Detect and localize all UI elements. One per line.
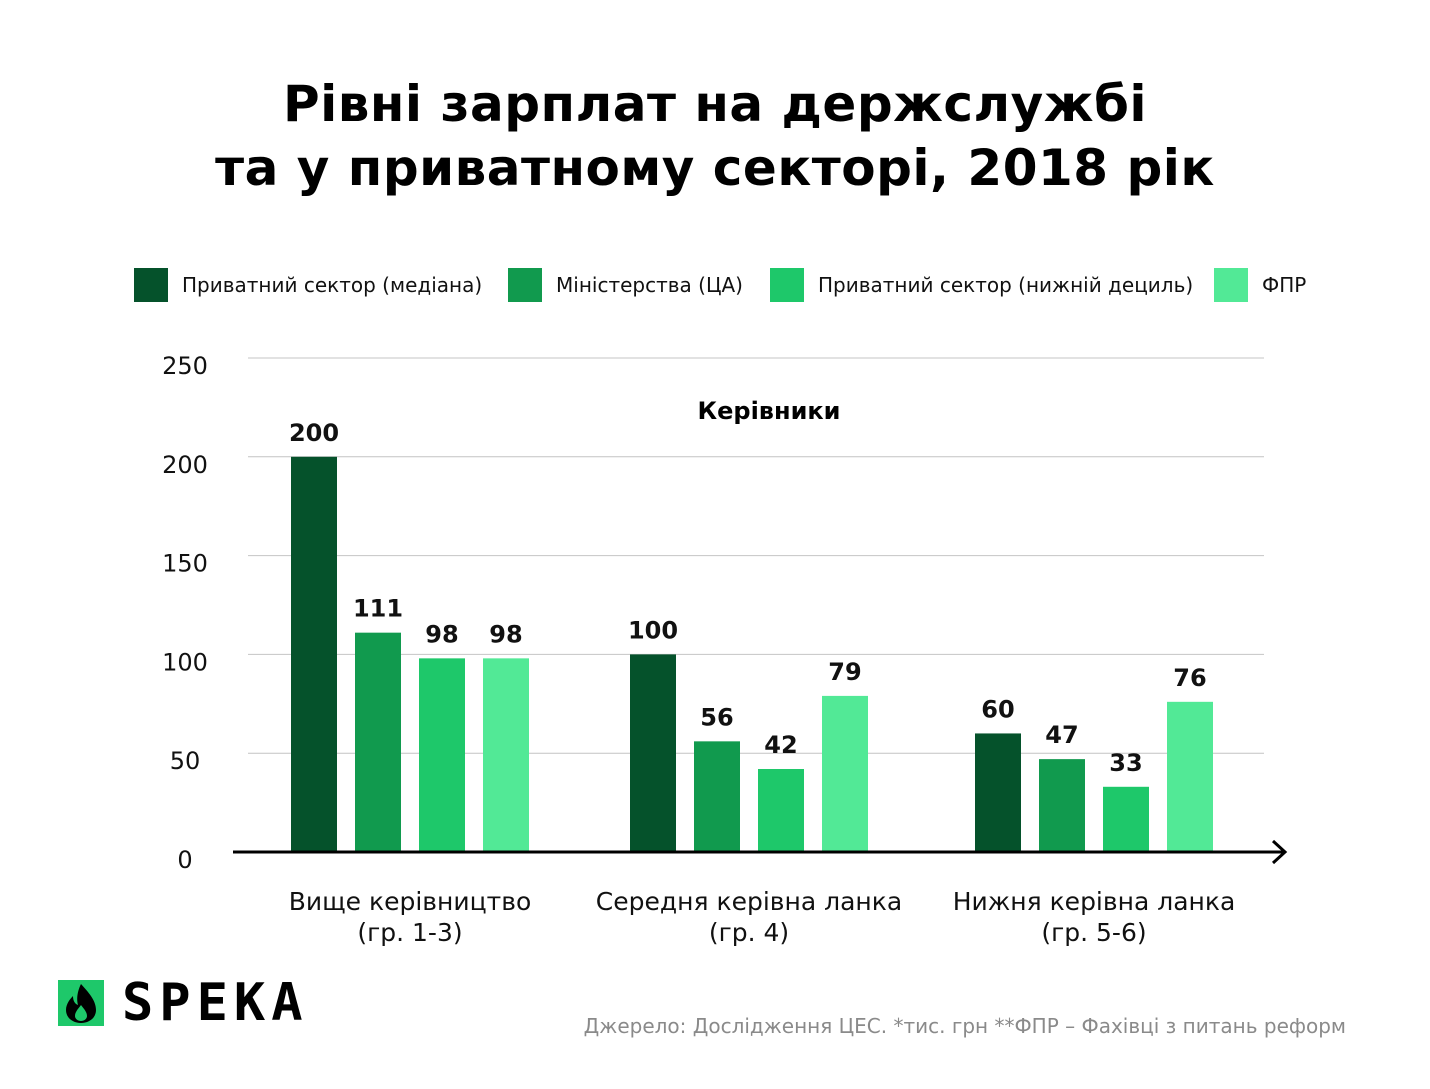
x-tick-label: (гр. 5-6) [1041,918,1146,947]
chart-subtitle: Керівники [698,397,841,425]
data-label: 42 [764,731,797,759]
bar [822,695,868,852]
data-label: 47 [1045,721,1078,749]
data-label: 76 [1173,664,1206,692]
bar [355,632,401,852]
bar [1167,701,1213,852]
x-tick-label: (гр. 1-3) [357,918,462,947]
bar [291,456,337,852]
logo-wordmark: SPEKA [122,973,309,1033]
flame-icon [58,980,104,1026]
bar [694,741,740,852]
bar [1103,786,1149,852]
source-note: Джерело: Дослідження ЦЕС. *тис. грн **ФП… [583,1014,1346,1038]
y-tick-label: 200 [162,451,208,479]
y-tick-label: 0 [177,846,192,874]
data-label: 33 [1109,749,1142,777]
legend-item-fpr: ФПР [1214,268,1306,302]
x-tick-label: (гр. 4) [709,918,789,947]
y-tick-label: 50 [170,747,201,775]
legend-item-private-median: Приватний сектор (медіана) [134,268,482,302]
legend-item-ministries: Міністерства (ЦА) [508,268,743,302]
data-label: 98 [489,620,522,648]
legend-item-private-lower-decile: Приватний сектор (нижній дециль) [770,268,1193,302]
bar [975,733,1021,852]
bar [1039,759,1085,852]
chart-title-line-2: та у приватному секторі, 2018 рік [215,139,1215,197]
x-axis-arrow-icon [1271,839,1288,865]
bar [630,654,676,852]
data-label: 56 [700,703,733,731]
y-tick-label: 150 [162,550,208,578]
legend-swatch-private-lower-decile [770,268,804,302]
x-tick-label: Вище керівництво [289,887,532,916]
chart-title-line-1: Рівні зарплат на держслужбі [282,75,1148,133]
bar [758,769,804,852]
y-tick-label: 250 [162,352,208,380]
legend: Приватний сектор (медіана) Міністерства … [0,268,1430,302]
legend-label-fpr: ФПР [1262,273,1307,297]
speka-logo: SPEKA [58,973,309,1033]
x-tick-label: Нижня керівна ланка [953,887,1236,916]
legend-label-private-lower-decile: Приватний сектор (нижній дециль) [818,273,1194,297]
x-tick-label: Середня керівна ланка [596,887,902,916]
data-label: 111 [353,595,403,623]
data-label: 200 [289,419,339,447]
legend-label-private-median: Приватний сектор (медіана) [182,273,483,297]
bar [483,658,529,852]
legend-label-ministries: Міністерства (ЦА) [556,273,743,297]
legend-swatch-private-median [134,268,168,302]
legend-swatch-fpr [1214,268,1248,302]
data-label: 79 [828,658,861,686]
data-label: 100 [628,616,678,644]
bar [419,658,465,852]
legend-swatch-ministries [508,268,542,302]
data-label: 60 [981,695,1014,723]
y-tick-label: 100 [162,648,208,676]
data-label: 98 [425,620,458,648]
